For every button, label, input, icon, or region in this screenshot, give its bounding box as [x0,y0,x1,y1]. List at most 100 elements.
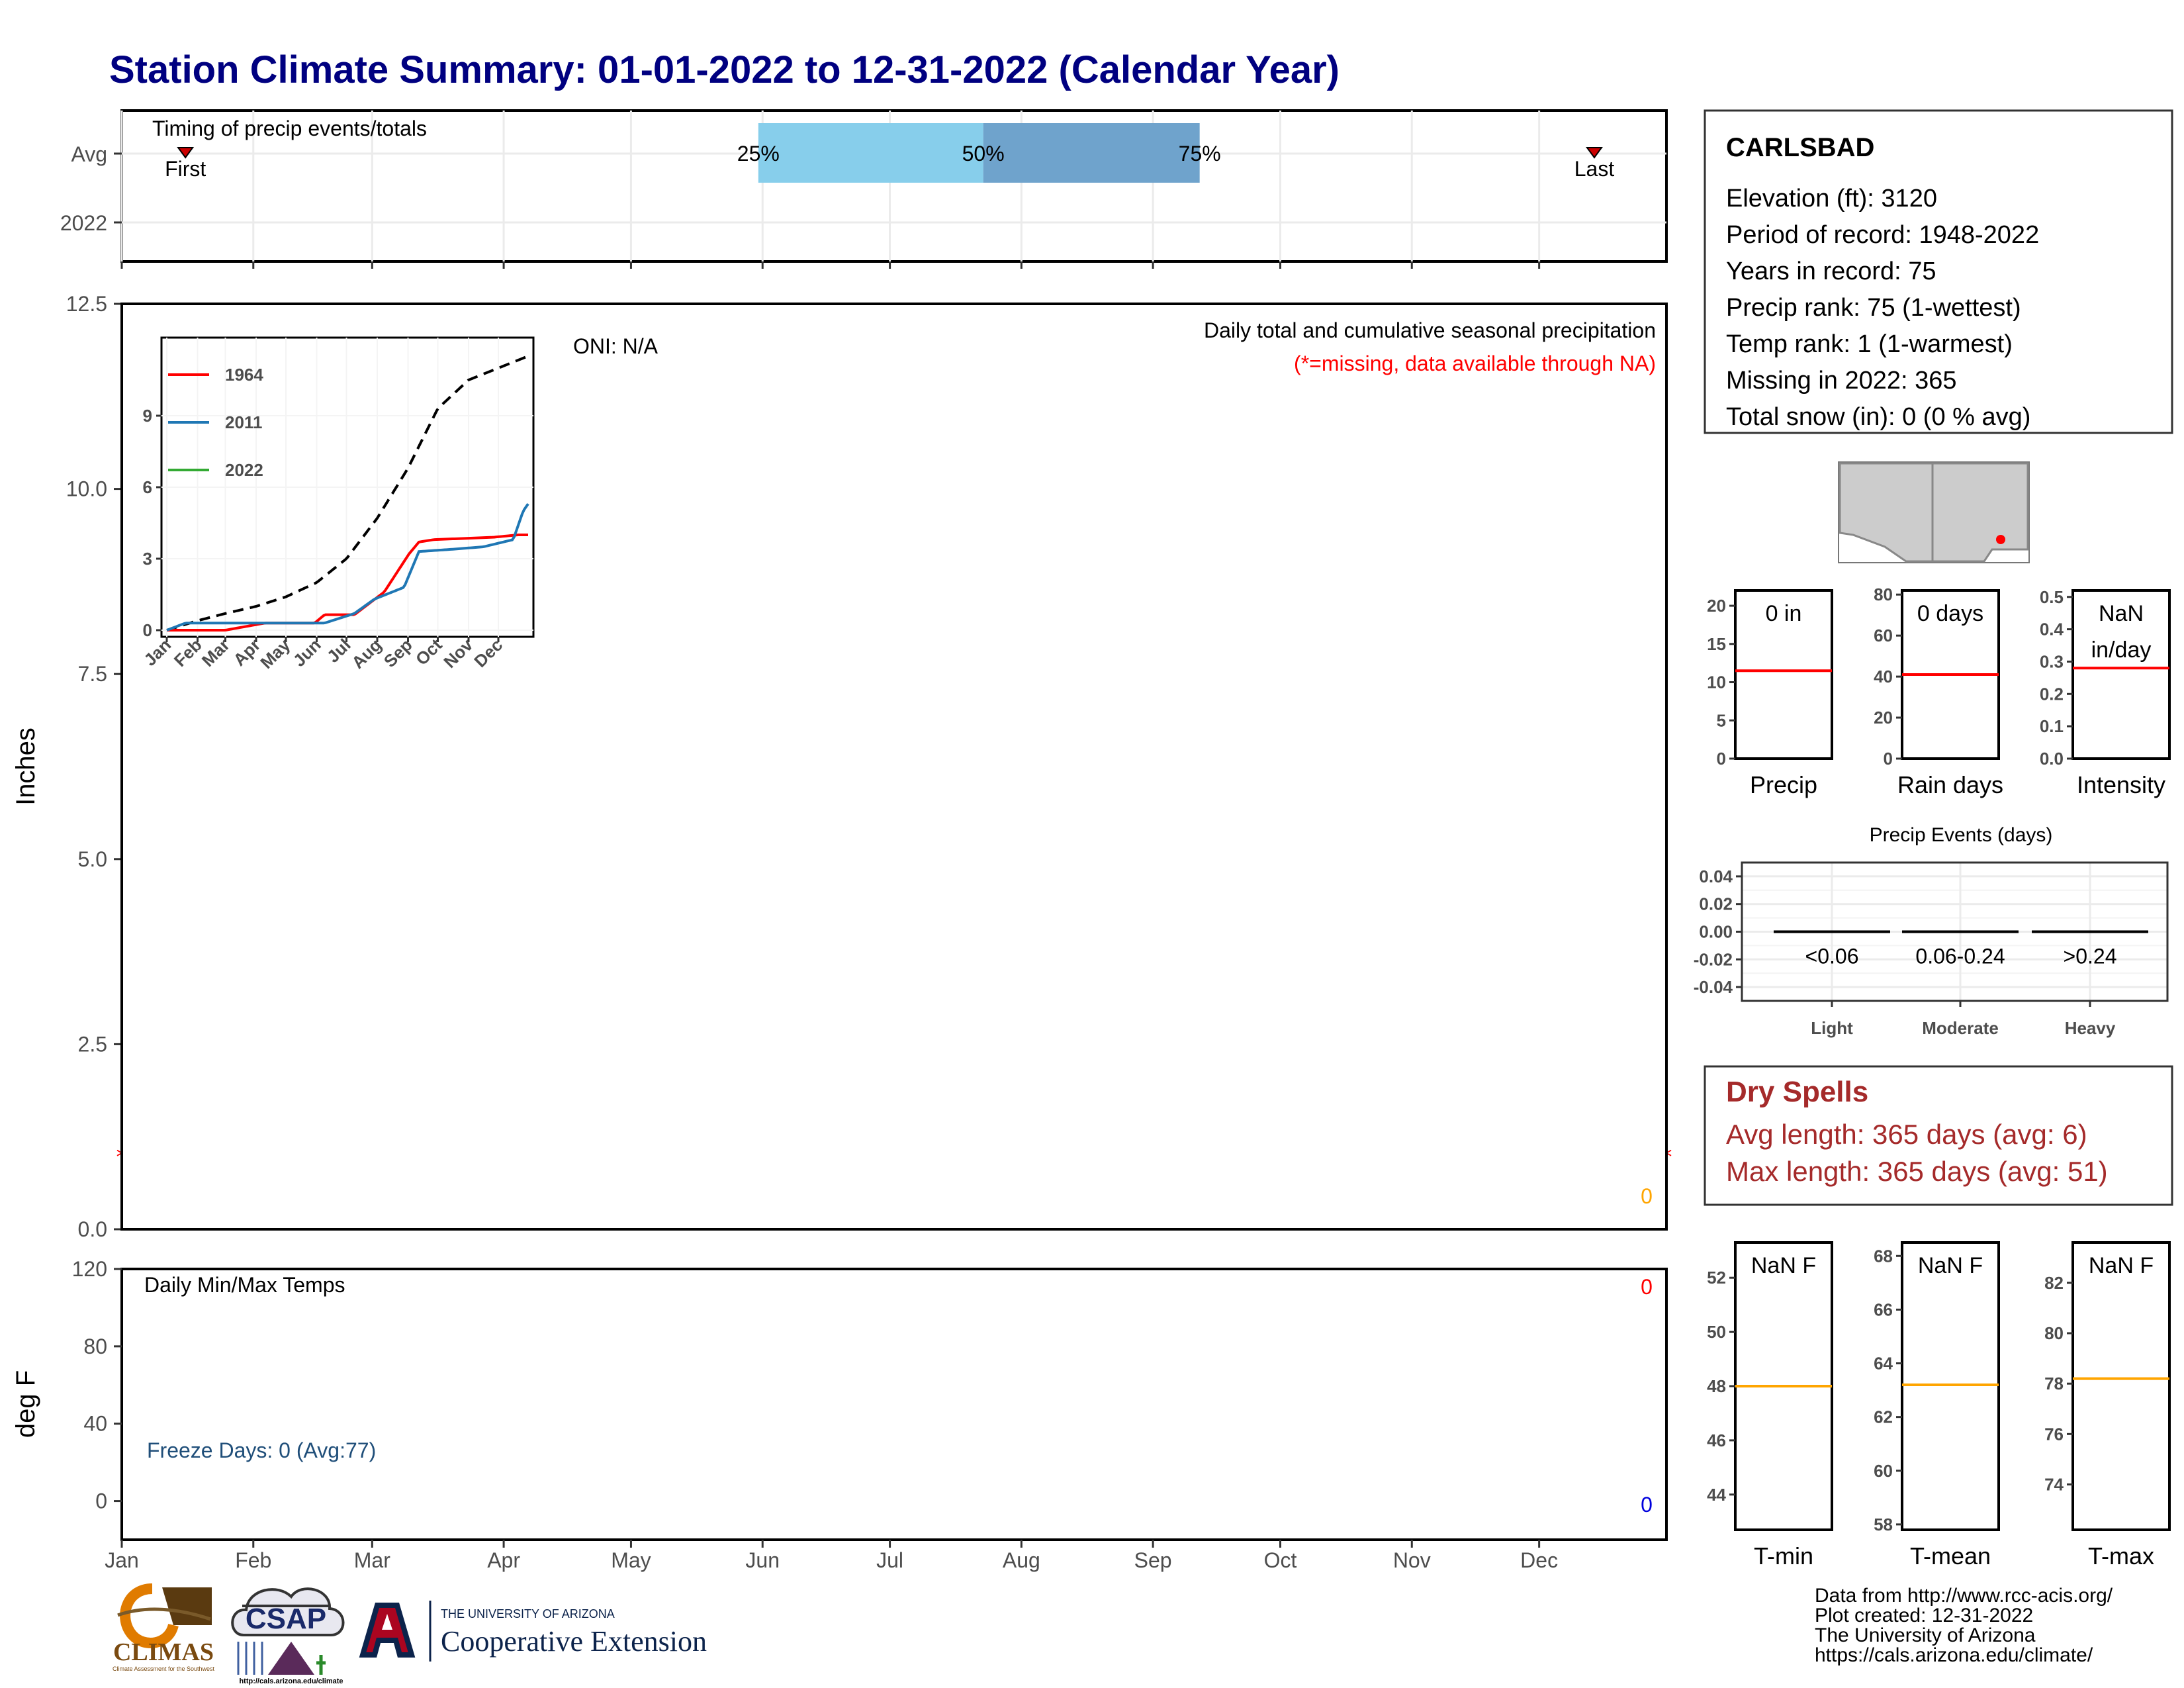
events-y-tick-label: -0.02 [1694,949,1733,969]
mini-t-mean-y-tick-label: 64 [1874,1354,1893,1374]
mini-precip-frame [1734,589,1833,760]
mini-t-max-value-label: NaN F [2089,1253,2154,1278]
mini-t-mean: 58 60 62 64 66 68 NaN F T-mean [1874,1241,2000,1570]
quantile-25-50-bar [758,123,983,183]
month-tick-label: Nov [1393,1548,1431,1572]
mini-precip-axis-label: Precip [1750,771,1817,798]
freeze-days-label: Freeze Days: 0 (Avg:77) [147,1438,376,1462]
temp-y-tick-label: 0 [95,1489,107,1513]
precip-annotation-title: Daily total and cumulative seasonal prec… [1204,318,1656,342]
mini-t-min-y-tick-label: 48 [1707,1376,1726,1396]
inset-legend-label: 2011 [225,412,262,432]
month-tick-label: Jan [105,1548,139,1572]
mini-intensity-y-tick-label: 0.0 [2040,749,2064,769]
station-info-box: CARLSBAD Elevation (ft): 3120 Period of … [1704,109,2173,434]
timing-y-avg: Avg [71,142,107,166]
month-tick-label: May [611,1548,651,1572]
mini-t-min-value-label: NaN F [1751,1253,1816,1278]
events-y-tick-label: 0.00 [1699,922,1733,942]
temp-title: Daily Min/Max Temps [144,1273,345,1297]
events-x-tick-label: Light [1811,1018,1853,1038]
mini-rain-days-axis-label: Rain days [1897,771,2003,798]
quantile-25-label: 25% [737,142,780,165]
precip-y-tick-label: 0.0 [78,1217,107,1241]
mini-intensity-value-label: NaN [2099,601,2144,626]
events-x-tick-label: Moderate [1922,1018,1999,1038]
mini-precip-y-tick-label: 0 [1717,749,1726,769]
inset-y-tick-label: 6 [143,477,152,497]
inset-y-tick-label: 9 [143,406,152,426]
quantile-50-75-bar [983,123,1200,183]
dry-spells-max: Max length: 365 days (avg: 51) [1726,1156,2108,1187]
mini-t-max-y-tick-label: 80 [2044,1323,2064,1343]
mini-rain-days-y-tick-label: 80 [1874,585,1893,604]
station-line-temp-rank: Temp rank: 1 (1-warmest) [1726,330,2013,358]
last-event-marker [1586,147,1603,159]
first-label: First [165,157,206,181]
month-tick-label: Sep [1134,1548,1172,1572]
mini-intensity-axis-label: Intensity [2077,771,2165,798]
mini-t-mean-y-tick-label: 62 [1874,1407,1893,1427]
month-tick-label: Apr [487,1548,520,1572]
events-title: Precip Events (days) [1870,824,2053,846]
mini-intensity-y-tick-label: 0.2 [2040,684,2064,704]
mini-rain-days-value-label: 0 days [1917,601,1983,626]
month-tick-label: Dec [1520,1548,1558,1572]
dry-spells-title: Dry Spells [1726,1076,1868,1108]
mini-t-mean-frame [1901,1241,2000,1531]
precip-y-tick-label: 2.5 [78,1032,107,1056]
timing-y-2022: 2022 [60,211,107,235]
mini-t-mean-axis-label: T-mean [1910,1542,1991,1570]
mini-intensity-y-tick-label: 0.1 [2040,716,2064,736]
temp-y-tick-label: 40 [83,1412,107,1436]
temp-y-axis-label: deg F [11,1370,40,1438]
mini-t-min-y-tick-label: 50 [1707,1322,1726,1342]
mini-precip-y-tick-label: 10 [1707,673,1726,692]
precip-count-label: 0 [1641,1184,1653,1208]
month-axis: Jan Feb Mar Apr May Jun Jul Aug Sep Oct Nov Dec [105,1540,1558,1572]
dry-spells-avg: Avg length: 365 days (avg: 6) [1726,1119,2087,1150]
university-of-arizona-logo: THE UNIVERSITY OF ARIZONA Cooperative Ex… [359,1601,707,1662]
precip-y-tick-label: 10.0 [66,477,107,501]
mini-precip-value-label: 0 in [1766,601,1802,626]
events-x-tick-label: Heavy [2065,1018,2116,1038]
events-range-label: <0.06 [1805,945,1859,968]
csap-logo-url: http://cals.arizona.edu/climate [239,1677,343,1685]
station-line-years: Years in record: 75 [1726,258,1936,285]
footer-line-created: Plot created: 12-31-2022 [1815,1605,2033,1626]
events-range-label: 0.06-0.24 [1915,945,2005,968]
month-tick-label: Jul [876,1548,903,1572]
month-tick-label: Jun [745,1548,780,1572]
precip-comparison-charts: 0 5 10 15 20 0 in Precip 0 20 40 60 80 0 days Rain da… [1707,585,2171,798]
mini-intensity-y-tick-label: 0.5 [2040,587,2064,607]
mini-precip-y-tick-label: 20 [1707,596,1726,616]
station-line-elevation: Elevation (ft): 3120 [1726,185,1937,212]
mini-precip-y-tick-label: 5 [1717,710,1726,730]
quantile-50-label: 50% [962,142,1005,165]
inset-legend-label: 1964 [225,365,263,385]
mini-intensity-frame [2071,589,2171,760]
temp-comparison-charts: 44 46 48 50 52 NaN F T-min 58 60 62 64 66 68 NaN F T-m… [1707,1241,2171,1570]
climas-logo: CLIMAS Climate Assessment for the Southw… [111,1583,216,1672]
month-tick-label: Feb [235,1548,271,1572]
temp-y-tick-label: 80 [83,1335,107,1358]
mini-t-mean-y-tick-label: 66 [1874,1299,1893,1319]
mini-t-mean-y-tick-label: 58 [1874,1515,1893,1534]
footer-line-data: Data from http://www.rcc-acis.org/ [1815,1585,2113,1607]
location-map [1838,461,2030,563]
mini-t-mean-y-tick-label: 68 [1874,1246,1893,1266]
station-location-dot [1996,535,2005,544]
inset-2011-line [166,503,529,632]
mini-t-max-y-tick-label: 74 [2044,1474,2064,1494]
mini-intensity-y-tick-label: 0.4 [2040,620,2064,639]
mini-t-mean-value-label: NaN F [1918,1253,1983,1278]
events-y-tick-label: -0.04 [1694,977,1733,997]
timing-panel: Timing of precip events/totals Avg 2022 … [60,109,1668,269]
precip-y-axis-label: Inches [11,727,40,806]
mini-t-min-axis-label: T-min [1754,1542,1813,1570]
climas-logo-subtext: Climate Assessment for the Southwest [113,1665,215,1672]
station-line-missing: Missing in 2022: 365 [1726,367,1957,395]
temp-y-tick-label: 120 [72,1257,107,1281]
